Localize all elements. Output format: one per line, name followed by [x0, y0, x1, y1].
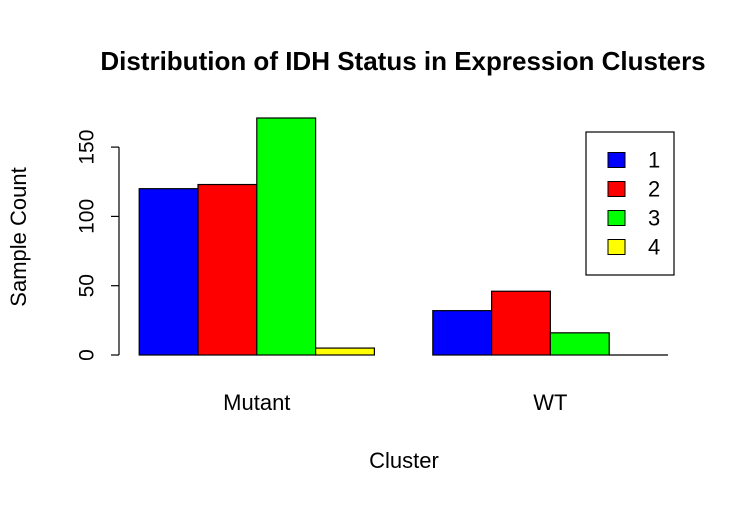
bar-mutant-cluster-4 [315, 347, 376, 356]
legend-swatch-3 [607, 210, 626, 226]
y-tick-label: 0 [76, 349, 99, 361]
legend-label-4: 4 [648, 235, 660, 260]
legend-swatch-2 [607, 181, 626, 197]
legend-swatch-4 [607, 239, 626, 255]
y-tick-label: 100 [76, 199, 99, 234]
x-tick-label-mutant: Mutant [223, 390, 290, 415]
bar-mutant-cluster-2 [197, 183, 258, 356]
chart-title: Distribution of IDH Status in Expression… [100, 46, 705, 76]
bar-mutant-cluster-1 [138, 188, 199, 356]
bar-wt-cluster-3 [549, 332, 610, 356]
legend-label-3: 3 [648, 206, 660, 231]
bars [138, 117, 668, 356]
legend-label-2: 2 [648, 177, 660, 202]
x-axis-label: Cluster [369, 448, 439, 473]
x-tick-label-wt: WT [533, 390, 567, 415]
y-tick-label: 50 [76, 274, 99, 297]
bar-wt-cluster-1 [432, 310, 493, 356]
y-axis: 0 50 100 150 [76, 130, 120, 361]
y-tick-label: 150 [76, 130, 99, 165]
legend-swatch-1 [607, 152, 626, 168]
legend-box [585, 131, 675, 276]
y-axis-label: Sample Count [6, 167, 31, 306]
legend-label-1: 1 [648, 148, 660, 173]
category-labels: Mutant WT [223, 390, 567, 415]
legend: 1 2 3 4 [585, 131, 675, 276]
bar-mutant-cluster-3 [256, 117, 317, 356]
bar-wt-cluster-2 [491, 290, 552, 356]
